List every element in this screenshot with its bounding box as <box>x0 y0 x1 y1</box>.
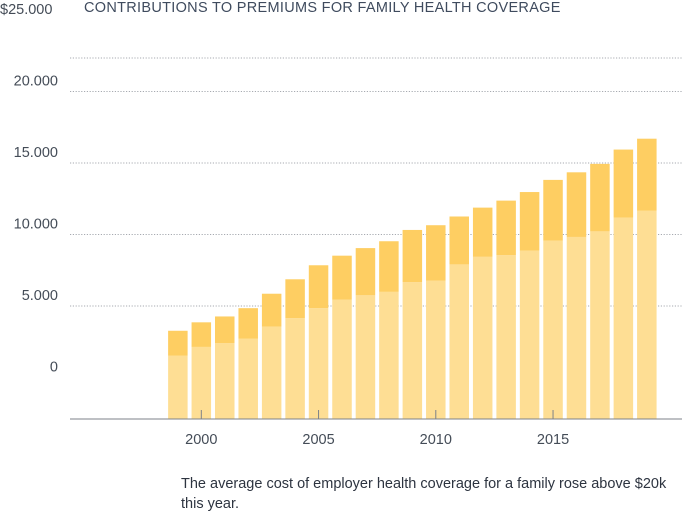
bar-employer-2007 <box>355 248 376 296</box>
bar-employee-2006 <box>332 299 352 419</box>
bar-employee-2003 <box>261 326 282 419</box>
bar-employee-2008 <box>379 291 399 419</box>
bar-employer-1999 <box>168 330 188 356</box>
bar-employer-2014 <box>519 192 540 251</box>
bar-employee-2016 <box>566 236 587 419</box>
x-tick-label: 2005 <box>302 432 334 448</box>
bar-employee-2005 <box>308 308 329 419</box>
bar-employee-2014 <box>519 250 540 419</box>
bar-employer-2005 <box>308 265 329 309</box>
bar-employer-2019 <box>637 138 657 211</box>
bar-employer-2010 <box>426 225 446 281</box>
bar-employee-2015 <box>543 240 563 419</box>
y-tick-label: 20.000 <box>14 74 58 90</box>
bar-employer-2016 <box>566 172 587 237</box>
x-axis: 2000 2005 2010 2015 <box>70 410 682 448</box>
bar-employee-2018 <box>613 217 634 419</box>
bar-employer-2015 <box>543 179 563 241</box>
bar-employer-2002 <box>238 308 258 339</box>
y-axis-labels: 0 5.000 10.000 15.000 20.000 $25.000 <box>0 2 58 376</box>
bar-employer-2013 <box>496 200 516 256</box>
bar-employee-2002 <box>238 338 258 419</box>
y-tick-label: $25.000 <box>0 2 52 18</box>
chart-caption: The average cost of employer health cove… <box>181 476 667 512</box>
y-tick-label: 5.000 <box>22 288 58 304</box>
bar-employer-2008 <box>379 241 399 292</box>
bar-employee-1999 <box>168 355 188 419</box>
bar-employer-2001 <box>215 316 235 344</box>
x-tick-label: 2010 <box>420 432 452 448</box>
bar-employee-2009 <box>402 282 423 419</box>
bar-employee-2007 <box>355 295 376 419</box>
bar-employer-2003 <box>261 293 282 327</box>
x-tick-label: 2015 <box>537 432 569 448</box>
bar-employee-2001 <box>215 343 235 419</box>
bar-employee-2013 <box>496 255 516 419</box>
bar-employee-2011 <box>449 264 469 419</box>
bar-employee-2010 <box>426 280 446 419</box>
bar-employee-2019 <box>637 210 657 419</box>
bar-employee-2012 <box>472 256 493 419</box>
bar-employee-2000 <box>191 346 212 419</box>
bar-employer-2012 <box>472 207 493 257</box>
bar-employer-2018 <box>613 149 634 218</box>
bar-employee-2004 <box>285 318 305 419</box>
bar-employer-2000 <box>191 322 212 347</box>
bar-employer-2009 <box>402 229 423 283</box>
bar-employee-2017 <box>590 231 610 419</box>
chart-title: CONTRIBUTIONS TO PREMIUMS FOR FAMILY HEA… <box>84 0 561 16</box>
x-tick-label: 2000 <box>185 432 217 448</box>
y-tick-label: 0 <box>50 360 58 376</box>
bar-employer-2017 <box>590 163 610 232</box>
bar-employer-2006 <box>332 255 352 300</box>
bar-employer-2004 <box>285 279 305 319</box>
bar-employer-2011 <box>449 216 469 265</box>
y-tick-label: 15.000 <box>14 145 58 161</box>
y-tick-label: 10.000 <box>14 217 58 233</box>
bars <box>168 138 657 419</box>
